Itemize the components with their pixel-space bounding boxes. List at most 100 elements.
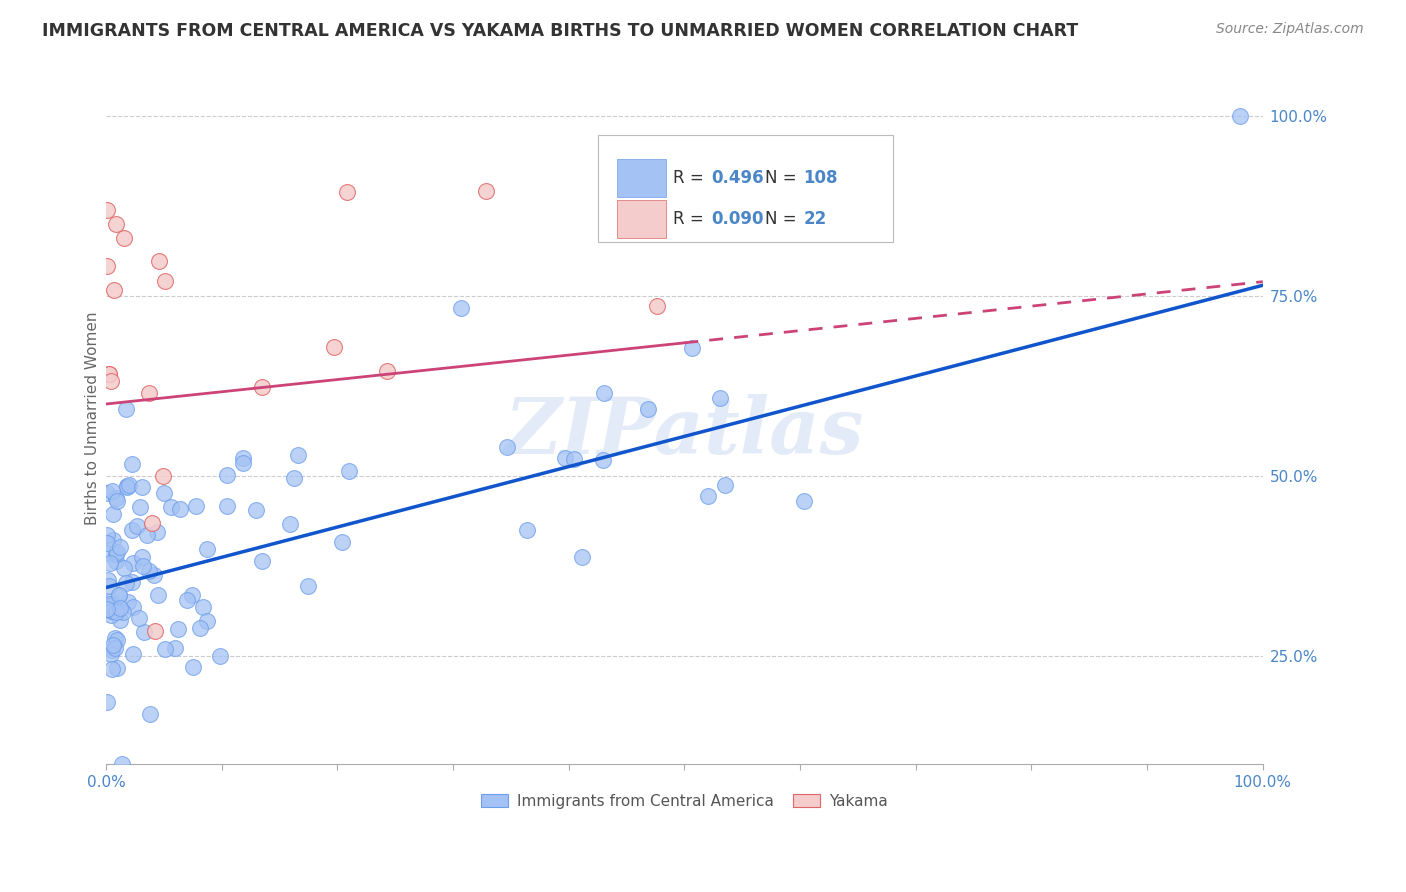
Text: Source: ZipAtlas.com: Source: ZipAtlas.com (1216, 22, 1364, 37)
Point (232, 451, 254, 466)
Point (375, 364, 398, 378)
Point (129, 500, 152, 514)
Text: ZIPatlas: ZIPatlas (505, 394, 865, 470)
Point (105, 632, 128, 647)
Point (153, 486, 176, 500)
Point (100, 374, 122, 388)
Point (104, 217, 127, 231)
Point (297, 579, 319, 593)
Point (115, 401, 138, 416)
Text: IMMIGRANTS FROM CENTRAL AMERICA VS YAKAMA BIRTHS TO UNMARRIED WOMEN CORRELATION : IMMIGRANTS FROM CENTRAL AMERICA VS YAKAM… (42, 22, 1078, 40)
Point (138, 385, 160, 400)
Point (104, 640, 127, 655)
Text: 108: 108 (804, 169, 838, 186)
Point (127, 519, 149, 533)
Point (195, 542, 218, 557)
Point (96, 527, 118, 541)
Point (141, 516, 163, 531)
Point (516, 524, 538, 538)
Point (139, 707, 162, 722)
Point (336, 186, 359, 200)
Point (111, 605, 134, 619)
Point (645, 299, 668, 313)
Point (283, 471, 305, 485)
Point (165, 640, 187, 655)
Point (97, 546, 120, 560)
Point (100, 608, 122, 623)
Point (231, 456, 253, 470)
Point (128, 611, 150, 625)
Point (637, 402, 659, 417)
Point (104, 554, 127, 568)
FancyBboxPatch shape (617, 200, 666, 237)
Point (104, 605, 127, 619)
Point (121, 457, 143, 471)
Text: N =: N = (765, 169, 803, 186)
Point (122, 647, 145, 661)
Point (169, 501, 191, 516)
Point (186, 499, 208, 513)
Point (337, 465, 360, 479)
Point (104, 632, 127, 646)
Text: N =: N = (765, 210, 803, 227)
Point (250, 379, 273, 393)
Point (215, 467, 238, 482)
Point (107, 588, 129, 602)
Point (167, 622, 190, 636)
Point (96, 486, 118, 500)
Point (132, 558, 155, 573)
Point (96, 695, 118, 709)
Point (131, 480, 153, 494)
Point (160, 500, 183, 515)
Point (97, 579, 120, 593)
Point (110, 540, 132, 554)
Point (121, 574, 143, 589)
Point (117, 595, 139, 609)
Point (105, 491, 128, 505)
Point (143, 624, 166, 638)
Point (101, 604, 124, 618)
Point (112, 561, 135, 575)
Text: 22: 22 (804, 210, 827, 227)
Point (115, 480, 138, 494)
FancyBboxPatch shape (598, 136, 893, 243)
Text: R =: R = (673, 169, 709, 186)
Point (96, 536, 118, 550)
Point (287, 448, 309, 462)
Point (121, 556, 143, 570)
Point (132, 624, 155, 639)
Point (592, 453, 614, 467)
Point (593, 386, 616, 401)
Point (97, 573, 120, 587)
Point (330, 535, 353, 549)
Point (554, 450, 576, 465)
Point (96, 602, 118, 616)
Point (323, 340, 346, 354)
Point (98, 599, 121, 614)
Point (475, 185, 498, 199)
Point (252, 554, 274, 568)
Point (153, 642, 176, 657)
Point (98, 367, 121, 381)
Point (101, 662, 124, 676)
Point (571, 549, 593, 564)
Point (108, 589, 131, 603)
Y-axis label: Births to Unmarried Women: Births to Unmarried Women (86, 311, 100, 525)
Point (695, 205, 717, 219)
Point (181, 588, 204, 602)
Point (100, 647, 122, 661)
Point (108, 601, 131, 615)
Point (562, 451, 585, 466)
Point (142, 567, 165, 582)
Point (153, 273, 176, 287)
Point (714, 478, 737, 492)
Point (696, 489, 718, 503)
Point (118, 478, 141, 492)
Point (101, 597, 124, 611)
Point (215, 499, 238, 513)
Point (136, 527, 159, 541)
Point (112, 231, 135, 245)
Text: R =: R = (673, 210, 709, 227)
Point (245, 503, 267, 517)
Point (100, 593, 122, 607)
